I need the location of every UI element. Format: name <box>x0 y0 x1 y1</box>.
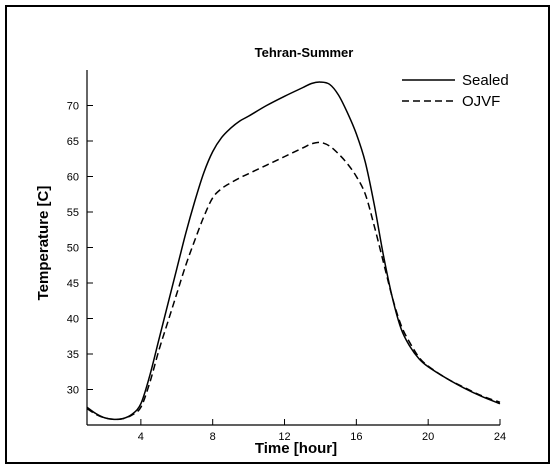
y-tick-label: 40 <box>67 314 79 326</box>
chart-frame <box>5 5 550 464</box>
legend-ojvf-label: OJVF <box>462 93 500 110</box>
x-ticks: 4 8 12 16 20 24 <box>138 419 506 443</box>
x-tick-label: 8 <box>210 431 216 443</box>
axes <box>86 70 500 426</box>
y-tick-label: 65 <box>67 136 79 148</box>
y-tick-label: 35 <box>67 349 79 361</box>
legend-sealed-label: Sealed <box>462 72 509 89</box>
y-tick-label: 55 <box>67 207 79 219</box>
y-tick-label: 45 <box>67 278 79 290</box>
y-tick-label: 70 <box>67 101 79 113</box>
x-axis-title: Time [hour] <box>255 440 337 457</box>
series-line-sealed <box>86 81 501 421</box>
chart-title: Tehran-Summer <box>255 45 354 60</box>
legend: Sealed OJVF <box>402 72 509 110</box>
series-line-ojvf <box>86 141 501 421</box>
y-ticks: 30 35 40 45 50 55 60 65 70 <box>67 101 93 397</box>
y-tick-label: 50 <box>67 243 79 255</box>
y-axis-title: Temperature [C] <box>35 186 52 301</box>
x-tick-label: 4 <box>138 431 144 443</box>
y-tick-label: 30 <box>67 385 79 397</box>
y-tick-label: 60 <box>67 172 79 184</box>
x-tick-label: 24 <box>494 431 506 443</box>
x-tick-label: 20 <box>422 431 434 443</box>
series-layer <box>86 81 501 421</box>
x-tick-label: 16 <box>350 431 362 443</box>
x-tick-label: 12 <box>278 431 290 443</box>
